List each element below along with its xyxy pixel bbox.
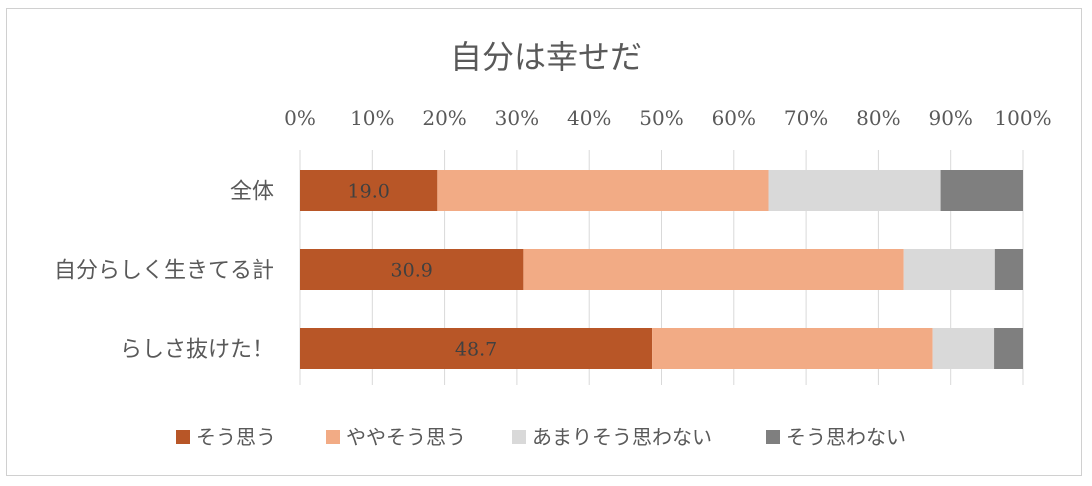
bar-segment — [300, 328, 653, 369]
bar-segment — [994, 328, 1023, 369]
data-labels: 19.0 30.9 48.7 — [348, 181, 498, 361]
data-label: 19.0 — [348, 181, 390, 203]
category-label: 自分らしく生きてる計 — [54, 259, 274, 284]
bar-segment — [940, 170, 1023, 211]
x-tick-label: 40% — [567, 106, 611, 130]
x-tick-label: 0% — [284, 106, 316, 130]
category-label: 全体 — [230, 180, 274, 205]
x-axis-ticks: 0% 10% 20% 30% 40% 50% 60% 70% 80% 90% 100% — [284, 106, 1051, 130]
legend-swatch — [512, 430, 526, 444]
x-tick-label: 100% — [994, 106, 1051, 130]
x-tick-label: 80% — [856, 106, 900, 130]
x-tick-label: 90% — [928, 106, 972, 130]
legend-label: あまりそう思わない — [532, 425, 712, 449]
x-tick-label: 20% — [422, 106, 466, 130]
bar-segment — [994, 249, 1023, 290]
bar-segment — [523, 249, 904, 290]
x-tick-label: 70% — [784, 106, 828, 130]
bars — [300, 170, 1023, 369]
legend-label: そう思う — [196, 425, 276, 449]
x-tick-label: 30% — [495, 106, 539, 130]
legend-label: そう思わない — [786, 425, 906, 449]
x-tick-label: 60% — [712, 106, 756, 130]
bar-segment — [300, 170, 438, 211]
bar-segment — [652, 328, 933, 369]
bar-segment — [300, 249, 524, 290]
chart-frame — [6, 8, 1082, 476]
bar-segment — [768, 170, 941, 211]
data-label: 48.7 — [455, 339, 497, 361]
legend-swatch — [176, 430, 190, 444]
legend-swatch — [766, 430, 780, 444]
bar-segment — [437, 170, 769, 211]
x-tick-label: 50% — [639, 106, 683, 130]
data-label: 30.9 — [391, 260, 433, 282]
chart-title: 自分は幸せだ — [450, 38, 642, 76]
bar-segment — [932, 328, 995, 369]
bar-segment — [903, 249, 995, 290]
legend-swatch — [326, 430, 340, 444]
legend-label: ややそう思う — [346, 425, 466, 449]
x-tick-label: 10% — [350, 106, 394, 130]
category-label: らしさ抜けた！ — [120, 338, 274, 363]
legend: そう思う ややそう思う あまりそう思わない そう思わない — [176, 425, 906, 449]
